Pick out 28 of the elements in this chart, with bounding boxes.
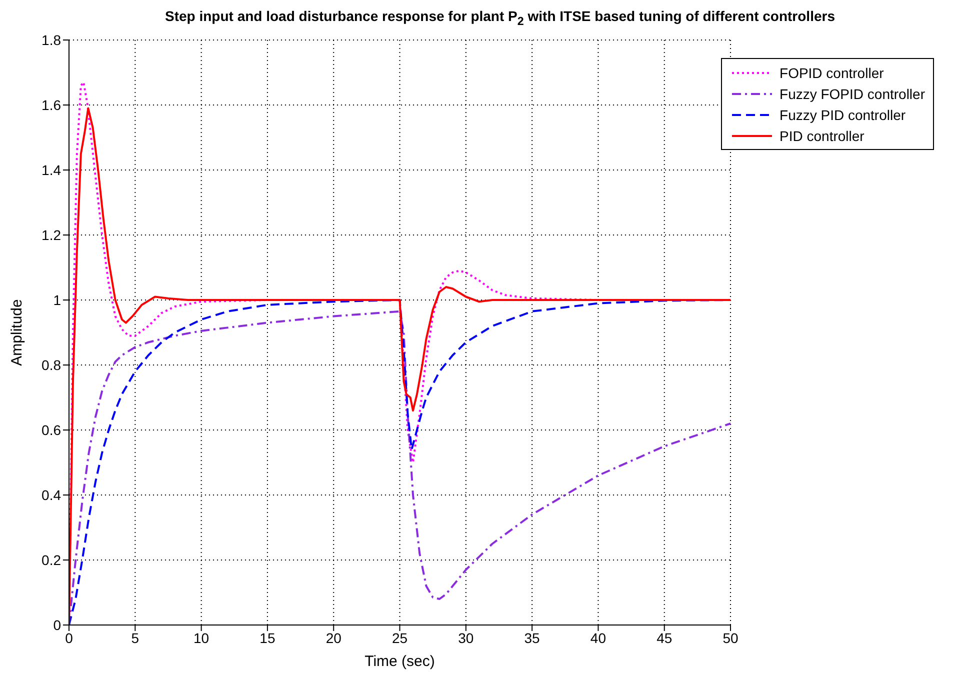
legend-label: FOPID controller [780, 64, 884, 80]
y-tick-label: 1.4 [42, 162, 62, 178]
chart-title: Step input and load disturbance response for plant P$_{2}$ with ITSE based tuning of different controllers [164, 8, 836, 30]
y-axis-title: Amplitude [8, 299, 26, 366]
y-tick-label: 0.4 [42, 486, 62, 503]
x-tick-label: 30 [458, 630, 474, 646]
x-tick-label: 5 [131, 630, 140, 646]
x-tick-label: 35 [524, 630, 540, 646]
y-tick-label: 0.6 [42, 422, 62, 438]
x-tick-label: 20 [326, 630, 342, 646]
legend-label: Fuzzy FOPID controller [780, 86, 925, 102]
y-tick-label: 0.2 [42, 552, 62, 568]
x-tick-label: 25 [392, 630, 408, 646]
x-tick-label: 10 [194, 630, 210, 646]
y-tick-label: 1.8 [42, 32, 62, 48]
x-tick-label: 0 [65, 630, 74, 646]
legend-label: PID controller [780, 128, 864, 144]
x-tick-label: 40 [590, 630, 606, 646]
x-tick-label: 15 [260, 630, 276, 646]
y-tick-label: 0 [53, 616, 62, 633]
legend-label: Fuzzy PID controller [780, 106, 906, 122]
y-tick-label: 1 [53, 292, 62, 308]
y-tick-label: 1.6 [42, 96, 62, 113]
x-axis-title: Time (sec) [364, 653, 435, 670]
x-tick-label: 45 [656, 630, 672, 646]
y-tick-label: 0.8 [42, 356, 62, 373]
y-tick-label: 1.2 [42, 226, 62, 243]
x-tick-label: 50 [722, 630, 739, 646]
